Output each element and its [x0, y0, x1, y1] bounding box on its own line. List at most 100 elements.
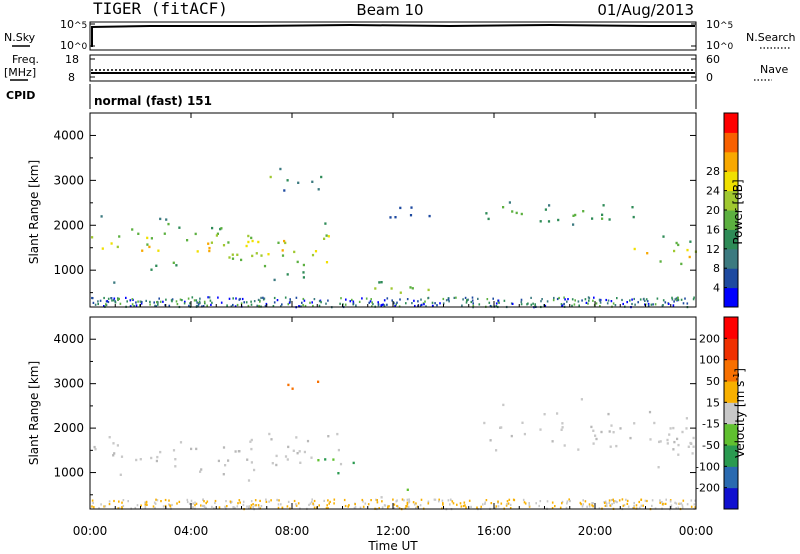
power-cell — [445, 299, 448, 302]
power-cell — [272, 305, 275, 308]
velocity-cell — [178, 500, 181, 503]
velocity-cell — [438, 500, 440, 503]
power-cell — [320, 175, 323, 179]
colorbar-tick-label: -100 — [695, 460, 720, 473]
velocity-cell — [633, 422, 636, 425]
power-cell — [253, 300, 256, 303]
power-cell — [351, 298, 353, 301]
power-cell — [511, 210, 514, 213]
power-cell — [236, 253, 239, 256]
velocity-cell — [523, 432, 526, 436]
velocity-cell — [174, 458, 177, 461]
power-cell — [380, 281, 383, 284]
velocity-cell — [239, 501, 241, 504]
power-cell — [208, 246, 211, 250]
power-cell — [377, 301, 379, 304]
power-cell — [595, 302, 598, 305]
power-cell — [313, 298, 316, 301]
power-cell — [297, 181, 300, 184]
power-cell — [587, 296, 590, 299]
power-cell — [383, 304, 386, 307]
power-cell — [671, 296, 673, 299]
power-cell — [662, 299, 665, 302]
velocity-cell — [612, 431, 615, 434]
velocity-cell — [217, 459, 220, 463]
colorbar-tick-label: -200 — [695, 482, 720, 495]
power-cell — [644, 299, 646, 302]
velocity-cell — [408, 498, 410, 501]
velocity-cell — [648, 410, 652, 414]
power-cell — [130, 305, 132, 308]
power-cell — [207, 296, 209, 299]
power-cell — [204, 302, 206, 305]
svg-text:10^0: 10^0 — [60, 39, 88, 52]
velocity-cell — [522, 498, 525, 501]
velocity-cell — [222, 473, 225, 476]
power-cell — [495, 305, 498, 308]
nave-right-tick: 0 — [706, 71, 713, 84]
velocity-cell — [104, 505, 107, 508]
velocity-cell — [172, 449, 176, 452]
power-cell — [478, 303, 481, 306]
power-cell — [255, 252, 258, 255]
power-cell — [183, 302, 186, 305]
power-cell — [99, 299, 102, 302]
velocity-cell — [406, 503, 409, 506]
power-cell — [581, 299, 583, 302]
power-cell — [149, 300, 151, 303]
power-cell — [318, 304, 321, 307]
velocity-cell — [329, 500, 331, 503]
velocity-cell — [174, 465, 177, 468]
velocity-cell — [286, 505, 289, 508]
power-cell — [240, 302, 243, 305]
colorbar-tick-label: 28 — [706, 165, 720, 178]
velocity-cell — [275, 463, 278, 467]
power-cell — [113, 281, 116, 284]
power-region — [269, 167, 323, 192]
power-cell — [250, 303, 253, 306]
velocity-cell — [460, 505, 463, 508]
velocity-cell — [309, 502, 312, 505]
power-cell — [471, 299, 474, 302]
power-cell — [599, 301, 602, 304]
velocity-cell — [323, 499, 325, 502]
velocity-cell — [242, 503, 245, 506]
velocity-panel: 1000 2000 3000 4000 Slant Range [km] 200 100… — [27, 316, 747, 511]
velocity-cell — [195, 447, 198, 451]
velocity-cell — [354, 503, 356, 506]
x-tick-label: 00:00 — [679, 524, 714, 538]
power-cell — [410, 206, 413, 209]
velocity-cell — [160, 500, 162, 503]
power-cell — [191, 296, 194, 299]
power-cell — [612, 302, 615, 305]
velocity-cell — [205, 506, 207, 509]
power-cell — [673, 300, 675, 303]
freq-left-tick: 8 — [68, 71, 75, 84]
power-cell — [311, 253, 315, 257]
velocity-cell — [463, 501, 466, 504]
velocity-cell — [591, 502, 593, 505]
power-cell — [693, 296, 695, 299]
power-cell — [279, 167, 282, 171]
velocity-cell — [120, 455, 124, 458]
noise-left-tick-base: 10 — [60, 39, 74, 52]
velocity-cell — [250, 438, 253, 442]
velocity-cell — [415, 506, 417, 509]
power-cell — [572, 214, 575, 217]
velocity-cell — [403, 499, 405, 502]
velocity-cell — [192, 506, 194, 509]
power-cell — [345, 298, 347, 301]
power-cell — [208, 296, 211, 299]
power-cell — [241, 297, 244, 301]
velocity-cell — [154, 506, 156, 509]
colorbar-tick-label: 4 — [713, 282, 720, 295]
power-cell — [131, 298, 134, 301]
power-cell — [141, 301, 143, 304]
velocity-cell — [480, 505, 482, 508]
velocity-region — [380, 488, 409, 499]
velocity-cell — [442, 502, 444, 505]
cpid-mode-text: normal (fast) 151 — [94, 94, 212, 108]
velocity-cell — [609, 504, 611, 507]
power-cell — [682, 302, 685, 305]
power-cell — [101, 247, 104, 250]
